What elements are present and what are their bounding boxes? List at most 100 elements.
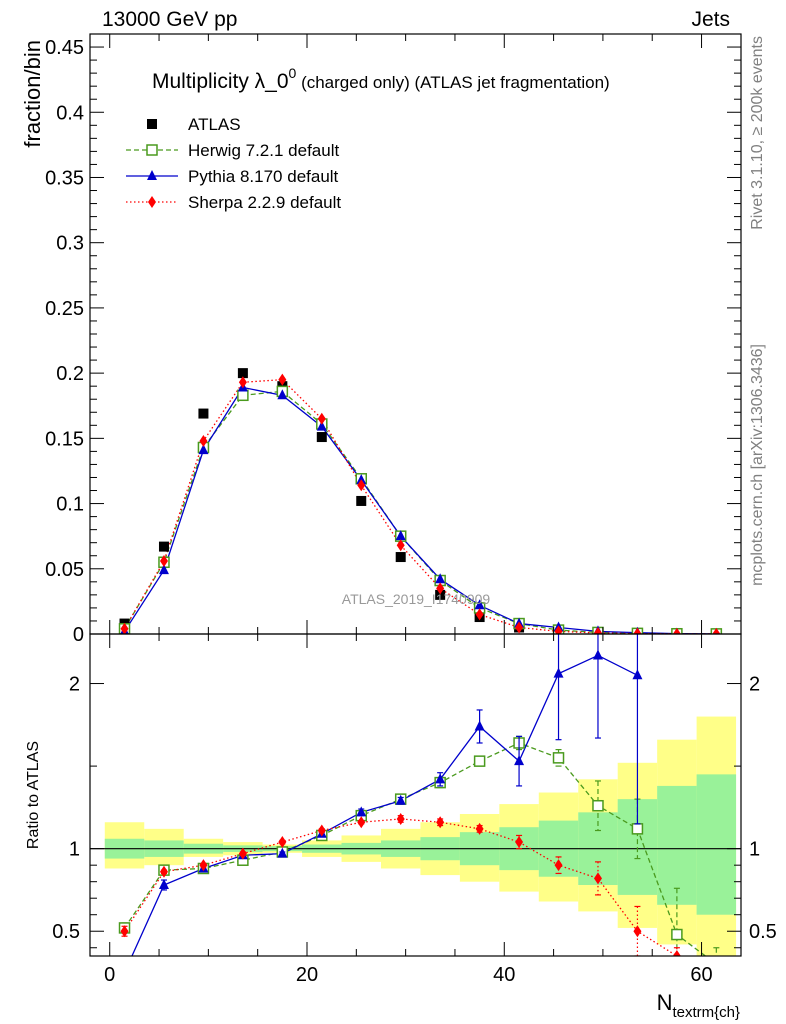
main-point-sherpa-2-2-9-default xyxy=(712,627,721,634)
ratio-point-pythia-8-170-default xyxy=(553,667,564,678)
ratio-point-sherpa-2-2-9-default xyxy=(396,812,405,825)
main-point-pythia-8-170-default xyxy=(395,530,406,541)
main-point-sherpa-2-2-9-default xyxy=(475,608,484,621)
ratio-y-axis-label: Ratio to ATLAS xyxy=(25,741,42,849)
main-y-tick-label: 0.2 xyxy=(56,363,84,385)
main-y-tick-label: 0.15 xyxy=(45,428,84,450)
ratio-point-sherpa-2-2-9-default xyxy=(515,836,524,849)
ratio-point-sherpa-2-2-9-default xyxy=(199,859,208,872)
ratio-point-pythia-8-170-default xyxy=(592,649,603,660)
main-point-atlas xyxy=(198,408,209,419)
main-y-tick-label: 0.3 xyxy=(56,233,84,255)
ratio-series-lines xyxy=(123,654,707,956)
ratio-point-pythia-8-170-default xyxy=(435,773,446,784)
main-y-tick-label: 0.1 xyxy=(56,494,84,516)
main-point-atlas xyxy=(356,495,367,506)
main-y-tick-label: 0.25 xyxy=(45,298,84,320)
main-point-sherpa-2-2-9-default xyxy=(672,627,681,634)
main-point-atlas xyxy=(158,541,169,552)
main-y-tick-label: 0.45 xyxy=(45,37,84,59)
ratio-series-markers xyxy=(118,634,721,977)
ratio-point-herwig-7-2-1-default xyxy=(631,823,644,835)
ratio-point-sherpa-2-2-9-default xyxy=(159,865,168,878)
mcplots-label: mcplots.cern.ch [arXiv:1306.3436] xyxy=(749,344,766,586)
legend-marker-pythia-8-170-default xyxy=(147,170,157,180)
main-point-sherpa-2-2-9-default xyxy=(357,479,366,492)
chart-title: Multiplicity λ_00 (charged only) (ATLAS … xyxy=(152,65,610,93)
ratio-point-sherpa-2-2-9-default xyxy=(554,859,563,872)
main-point-sherpa-2-2-9-default xyxy=(436,582,445,595)
ratio-point-herwig-7-2-1-default xyxy=(711,959,721,969)
ratio-point-pythia-8-170-default xyxy=(120,967,130,977)
main-y-tick-label: 0.35 xyxy=(45,167,84,189)
main-point-atlas xyxy=(395,552,406,563)
legend: ATLAS Herwig 7.2.1 default Pythia 8.170 de… xyxy=(126,115,341,212)
main-point-sherpa-2-2-9-default xyxy=(278,373,287,386)
energy-label: 13000 GeV pp xyxy=(102,8,238,31)
ratio-band-inner-bin xyxy=(657,785,697,905)
ratio-point-herwig-7-2-1-default xyxy=(671,928,683,941)
ratio-point-pythia-8-170-default xyxy=(395,794,406,805)
main-point-pythia-8-170-default xyxy=(435,573,446,584)
x-axis-label-sub: textrm{ch} xyxy=(672,1004,740,1021)
main-point-herwig-7-2-1-default xyxy=(237,389,249,402)
legend-label-atlas: ATLAS xyxy=(188,115,241,134)
main-point-sherpa-2-2-9-default xyxy=(396,539,405,552)
ratio-point-sherpa-2-2-9-default xyxy=(475,822,484,835)
main-point-pythia-8-170-default xyxy=(158,564,169,575)
ratio-point-sherpa-2-2-9-default xyxy=(238,847,247,860)
main-line-pythia-8-170-default xyxy=(123,386,717,634)
main-point-sherpa-2-2-9-default xyxy=(633,627,642,634)
ratio-point-herwig-7-2-1-default xyxy=(473,755,486,767)
ratio-point-sherpa-2-2-9-default xyxy=(593,872,602,885)
ratio-point-sherpa-2-2-9-default xyxy=(357,816,366,829)
ratio-point-sherpa-2-2-9-default xyxy=(436,816,445,829)
ratio-point-pythia-8-170-default xyxy=(277,847,288,858)
ratio-point-sherpa-2-2-9-default xyxy=(120,925,129,938)
main-point-atlas xyxy=(435,589,446,600)
main-y-tick-label: 0 xyxy=(73,624,84,646)
ratio-line-herwig-7-2-1-default xyxy=(123,742,707,956)
main-point-sherpa-2-2-9-default xyxy=(238,376,247,389)
main-point-sherpa-2-2-9-default xyxy=(159,554,168,567)
main-point-atlas xyxy=(237,368,248,379)
main-point-pythia-8-170-default xyxy=(474,599,485,610)
ratio-band-inner-bin xyxy=(696,774,737,915)
ratio-point-pythia-8-170-default xyxy=(514,755,525,766)
chart-title-main: Multiplicity λ_0 xyxy=(152,70,289,93)
ratio-line-pythia-8-170-default xyxy=(131,654,638,956)
ratio-point-sherpa-2-2-9-default xyxy=(633,925,642,938)
x-tick-label: 20 xyxy=(296,964,318,986)
analysis-watermark: ATLAS_2019_I1740909 xyxy=(342,591,491,607)
ratio-point-pythia-8-170-default xyxy=(158,878,169,889)
ratio-point-sherpa-2-2-9-default xyxy=(672,950,681,956)
x-tick-label: 60 xyxy=(690,964,712,986)
main-point-sherpa-2-2-9-default xyxy=(317,412,326,425)
ratio-y-tick-label-right: 2 xyxy=(749,674,760,696)
chart-title-tail: (charged only) (ATLAS jet fragmentation) xyxy=(296,73,609,92)
ratio-y-tick-label-right: 0.5 xyxy=(749,921,777,943)
axis-ticks xyxy=(90,34,741,956)
chart-title-sup: 0 xyxy=(289,65,297,81)
legend-label-herwig-7-2-1-default: Herwig 7.2.1 default xyxy=(188,141,339,160)
legend-marker-herwig-7-2-1-default xyxy=(146,144,158,156)
ratio-point-sherpa-2-2-9-default xyxy=(278,836,287,849)
ratio-y-tick-label-left: 2 xyxy=(69,674,80,696)
ratio-point-sherpa-2-2-9-default xyxy=(317,824,326,837)
main-line-sherpa-2-2-9-default xyxy=(123,378,717,634)
main-point-sherpa-2-2-9-default xyxy=(199,434,208,447)
main-point-pythia-8-170-default xyxy=(277,389,288,400)
main-point-sherpa-2-2-9-default xyxy=(120,622,129,634)
ratio-point-pythia-8-170-default xyxy=(474,720,485,731)
legend-label-sherpa-2-2-9-default: Sherpa 2.2.9 default xyxy=(188,193,341,212)
ratio-y-tick-label-right: 1 xyxy=(749,839,760,861)
main-point-sherpa-2-2-9-default xyxy=(515,621,524,634)
main-point-pythia-8-170-default xyxy=(356,474,367,485)
main-point-sherpa-2-2-9-default xyxy=(554,625,563,634)
main-series-lines xyxy=(123,378,717,634)
ratio-uncertainty-bands xyxy=(90,716,741,956)
rivet-label: Rivet 3.1.10, ≥ 200k events xyxy=(749,36,766,230)
ratio-panel-frame xyxy=(89,633,742,957)
process-label: Jets xyxy=(691,8,730,31)
